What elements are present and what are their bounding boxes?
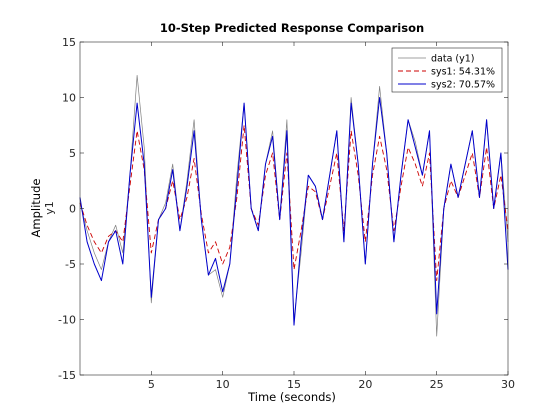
x-tick-label: 25: [430, 378, 444, 391]
y-axis-label: Amplitude: [29, 179, 43, 238]
series-line-sys2: [79, 97, 509, 326]
series-layer: [79, 74, 509, 337]
y-tick-label: -5: [65, 258, 76, 271]
y-tick-label: 15: [62, 36, 76, 49]
legend-box: [391, 47, 503, 93]
legend-entry-sys2: sys2: 70.57%: [431, 80, 495, 91]
x-tick-label: 15: [287, 378, 301, 391]
y-axis-output-label: y1: [43, 201, 56, 215]
chart-title: 10-Step Predicted Response Comparison: [160, 21, 424, 35]
y-tick-label: 10: [62, 92, 76, 105]
x-tick-label: 5: [148, 378, 155, 391]
series-line-sys1: [79, 124, 509, 282]
legend: data (y1) sys1: 54.31% sys2: 70.57%: [391, 47, 503, 93]
x-tick-label: 20: [358, 378, 372, 391]
x-tick-label: 30: [501, 378, 515, 391]
legend-entry-sys1: sys1: 54.31%: [431, 67, 495, 78]
tick-layer: 5 10 15 20 25 30 -15 -10 -5 0 5 10 15: [58, 36, 515, 391]
y-tick-label: 5: [69, 147, 76, 160]
y-tick-label: 0: [69, 203, 76, 216]
x-axis-label: Time (seconds): [247, 390, 336, 404]
y-tick-label: -15: [58, 369, 76, 382]
legend-entry-data: data (y1): [431, 54, 475, 65]
y-tick-label: -10: [58, 314, 76, 327]
x-tick-label: 10: [216, 378, 230, 391]
